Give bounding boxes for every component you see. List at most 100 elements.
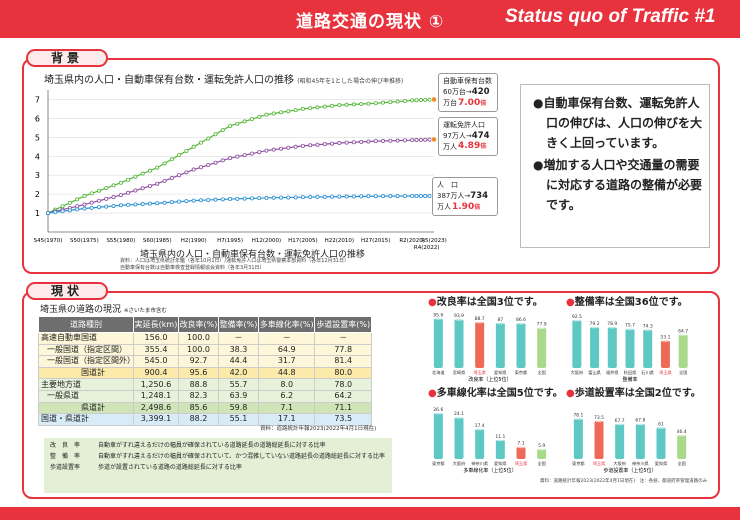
bar-value-label: 61 [658,421,664,427]
rank-title-multilane-text: 多車線化率は全国5位です。 [436,388,563,399]
series-point [133,202,138,207]
bar-cap [454,415,464,419]
bar-value-label: 78.1 [573,412,583,418]
bar-cap [635,422,645,426]
bar-category-label: 埼玉県 [659,369,672,376]
series-point [191,198,196,203]
series-point [279,110,284,115]
table-cell-value: 1,248.1 [133,389,179,403]
series-point [344,194,349,199]
table-cell-value: 2,498.6 [133,401,179,415]
rank-title-maintenance-text: 整備率は全国36位です。 [574,297,688,308]
x-tick-label: R5(2023) [421,238,447,244]
series-point [388,194,393,199]
series-point [140,171,145,176]
series-point [177,153,182,158]
bar [537,327,547,368]
x-tick-label: S55(1980) [106,238,135,244]
table-row: 国道・県道計 3,399.1 88.2 55.1 17.1 73.5 [38,413,372,426]
series-point [351,194,356,199]
header-banner: 道路交通の現状 ① Status quo of Traffic #1 [0,0,740,38]
bar-cap [660,338,670,342]
notes-box: ●自動車保有台数、運転免許人口の伸びは、人口の伸びを大きく上回っています。 ●増… [520,84,710,248]
table-cell-value: 73.5 [314,413,372,426]
line-chart-title-note: (昭和45年を1とした場合の伸び率推移) [297,78,404,85]
bar-cap [643,327,653,331]
bar [537,448,547,459]
callout-car-name: 自動車保有台数 [443,77,492,85]
series-point [381,194,386,199]
note-road-need: ●増加する人口や交通量の需要に対応する道路の整備が必要です。 [533,158,703,212]
bar-category-label: 全国 [537,369,545,376]
status-pill: 現状 [26,282,108,300]
table-cell-value: 8.0 [257,378,316,391]
series-point [60,204,65,209]
series-point [191,167,196,172]
series-point [140,186,145,191]
series-point [220,197,225,202]
series-point [206,162,211,167]
bar-category-label: 神奈川県 [471,460,488,467]
series-point [359,139,364,144]
callout-car-unit: 万台 [443,99,457,107]
series-point [53,210,58,215]
table-cell-value: 156.0 [133,332,179,345]
bar-category-label: 愛知県 [655,460,668,467]
bar-category-label: 愛知県 [494,460,507,467]
series-point [67,200,72,205]
ratio-car-value: 7.00 [458,98,481,108]
definition-text: 自動車がすれ違えるだけの幅員が確保されている道路延長の道路総延長に対する比率 [98,442,326,449]
bar-cap [615,422,625,426]
x-tick-label: H17(2005) [288,238,317,244]
bar-category-label: 埼玉県 [515,460,528,467]
series-point [177,173,182,178]
table-cell-road-type: 一般国道（指定区間外） [38,355,135,368]
bar-value-label: 74.3 [643,323,653,329]
x-tick-label: H22(2010) [325,238,354,244]
series-point [402,138,407,143]
series-point [111,194,116,199]
series-point [427,97,432,102]
series-point [155,165,160,170]
bar-category-label: 富山県 [588,369,601,376]
table-cell-road-type: 県道計 [38,401,134,415]
bar-value-label: 86.6 [516,317,526,323]
series-point [133,188,138,193]
series-point [162,161,167,166]
series-point [359,194,364,199]
bar-category-label: 全国 [677,460,685,467]
series-point [228,156,233,161]
table-cell-value: 6.2 [257,389,316,403]
series-point [169,200,174,205]
table-cell-value: 31.7 [257,355,316,368]
road-table-body: 高速自動車国道 156.0 100.0 －－－一般国道（指定区間） 355.4 100.0… [38,332,372,426]
bar-cap [656,425,666,429]
header-length: 実延長(km) [133,316,179,333]
table-cell-value: 71.1 [314,401,372,415]
callout-car-to: 420 [471,87,490,97]
series-point [126,190,131,195]
bar-category-label: 石川県 [641,370,654,376]
series-point [96,205,101,210]
bar-category-label: 大阪府 [453,460,466,467]
bar-axis-label: 歩道設置率（上位5位） [603,467,656,474]
bar [495,439,505,459]
ranking-source: 資料：道路統計年報2023(2022年4月1日現在) 注：各値、都道府県管理道路… [540,479,708,484]
y-tick-label: 6 [35,114,40,123]
bar-cap [433,411,443,415]
series-point [402,194,407,199]
table-cell-value: 88.2 [177,413,219,426]
series-point [242,153,247,158]
series-point [293,108,298,113]
bar [615,423,625,459]
series-point [315,194,320,199]
bar-axis-label: 整備率 [622,376,637,383]
series-point [169,157,174,162]
series-point [111,183,116,188]
bar [594,420,604,459]
ratio-population-unit: 倍 [474,204,481,211]
definition-row: 整 備 率 自動車がすれ違えるだけの幅員が確保されていて、かつ混雑していない道路延… [50,452,386,461]
table-cell-value: 95.6 [177,366,219,380]
series-point [395,138,400,143]
bar-cap [454,317,464,321]
